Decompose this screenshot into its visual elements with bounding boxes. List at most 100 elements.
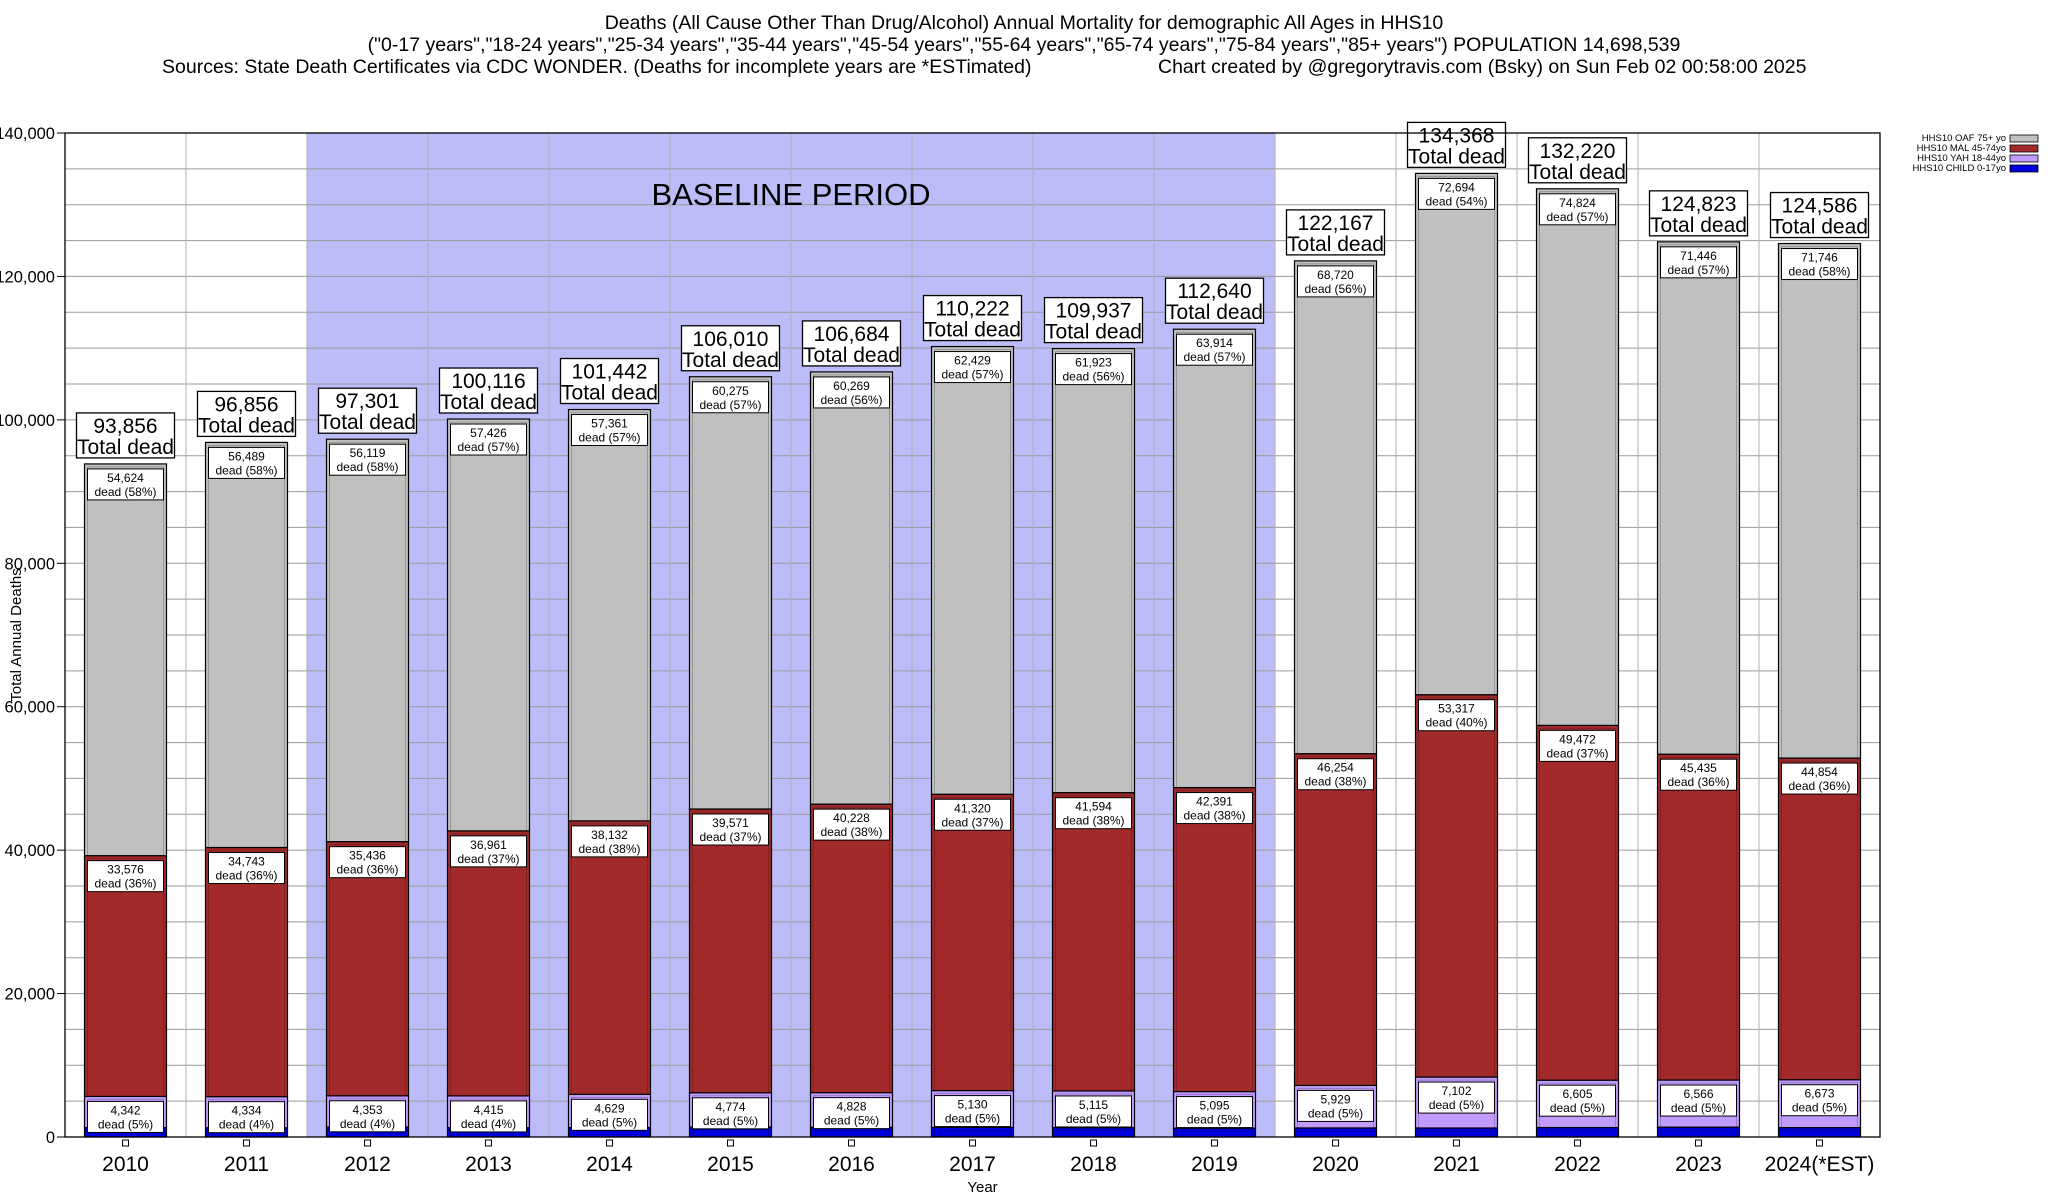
x-tick-mark [1695,1139,1702,1147]
bar-segment [1414,172,1499,696]
segment-label-box [87,468,164,501]
total-suffix-label: Total dead [803,344,900,367]
segment-value-label: 56,119 [350,446,386,460]
legend-swatch [2009,164,2039,173]
bar-segment [930,1126,1015,1138]
bar-segment [1051,792,1136,1092]
segment-label-box [692,813,769,846]
segment-label-box [329,846,406,879]
segment-value-label: 63,914 [1196,336,1233,350]
bar-segment-inner [450,421,527,832]
bar-segment [688,808,773,1094]
x-tick-mark [1332,1139,1339,1147]
segment-value-label: 72,694 [1438,180,1475,194]
x-tick-mark [1211,1139,1218,1147]
total-value-label: 109,937 [1056,300,1132,323]
x-tick-label: 2024(*EST) [1765,1153,1875,1176]
bar-segment-inner [571,412,648,822]
segment-label-box [450,423,527,456]
total-value-label: 106,010 [693,328,769,351]
segment-label-box [1176,1096,1253,1129]
chart-titles: Deaths (All Cause Other Than Drug/Alcoho… [0,12,2048,78]
segment-value-label: 74,824 [1559,196,1596,210]
bar-segment-inner [1539,191,1616,726]
segment-label-box [1055,353,1132,386]
x-tick-mark [485,1139,492,1147]
y-tick-label: 60,000 [5,699,55,717]
segment-label-box [692,1097,769,1130]
segment-value-label: 54,624 [107,471,144,485]
x-tick-mark [1090,1139,1097,1147]
segment-value-label: 39,571 [712,816,749,830]
total-label-box [1043,296,1144,344]
segment-value-label: 71,446 [1680,249,1717,263]
y-axis-label: Total Annual Deaths [8,568,25,701]
bar-segment [83,855,168,1098]
bar-segment-inner [1055,795,1132,1092]
x-tick-mark [848,1139,855,1147]
segment-percent-label: dead (57%) [457,440,519,454]
segment-percent-label: dead (57%) [1667,263,1729,277]
bar-segment [1172,328,1257,789]
total-label-box [1164,277,1265,324]
total-label-box [559,357,660,405]
legend-swatch [2009,134,2039,143]
segment-label-box [813,1097,890,1130]
segment-label-box [208,1101,285,1134]
chart-credit: Chart created by @gregorytravis.com (Bsk… [1158,56,1807,78]
bar-segment-inner [813,806,890,1093]
bar-segment-inner [329,844,406,1097]
bar-segment [1293,753,1378,1087]
segment-label-box [329,443,406,476]
x-tick-mark [1574,1139,1581,1147]
bar-segment [688,376,773,810]
x-tick-label: 2012 [344,1153,391,1176]
segment-value-label: 38,132 [591,828,628,842]
segment-label-box [1539,1084,1616,1117]
bar-segment-inner [1539,728,1616,1081]
total-label-box [801,320,902,367]
legend-label: HHS10 CHILD 0-17yo [1913,163,2006,174]
segment-percent-label: dead (58%) [215,463,277,477]
bar-segment [204,441,289,849]
x-tick-mark [1453,1139,1460,1147]
bar-segment [446,418,531,832]
total-suffix-label: Total dead [1771,216,1868,239]
segment-value-label: 53,317 [1438,702,1475,716]
legend-label: HHS10 OAF 75+ yo [1922,133,2006,144]
segment-value-label: 7,102 [1441,1084,1471,1098]
segment-value-label: 71,746 [1801,251,1838,265]
total-label-box [922,294,1023,342]
bar-segment-inner [934,796,1011,1091]
bar-segment [1656,241,1741,755]
segment-label-box [1297,1089,1374,1122]
segment-label-box [1660,1084,1737,1117]
segment-percent-label: dead (5%) [1187,1113,1242,1127]
bar-segment [1051,347,1136,794]
total-suffix-label: Total dead [561,382,658,405]
segment-percent-label: dead (58%) [1788,265,1850,279]
segment-value-label: 45,435 [1680,761,1717,775]
total-label-box [196,390,297,438]
segment-value-label: 35,436 [349,849,386,863]
segment-value-label: 4,774 [715,1100,745,1114]
x-tick-label: 2014 [586,1153,633,1176]
x-tick-label: 2020 [1312,1153,1359,1176]
y-tick-label: 80,000 [5,555,55,573]
x-tick-label: 2010 [102,1153,149,1176]
segment-label-box [571,1098,648,1131]
bar-segment [204,846,289,1098]
segment-value-label: 33,576 [107,863,144,877]
total-value-label: 124,586 [1782,195,1858,218]
segment-value-label: 4,353 [352,1103,382,1117]
segment-label-box [1539,193,1616,226]
total-value-label: 110,222 [935,298,1009,321]
segment-value-label: 6,605 [1562,1087,1592,1101]
bar-segment-inner [87,858,164,1097]
total-suffix-label: Total dead [1166,301,1263,324]
bar-segment-inner [329,441,406,842]
y-tick-label: 20,000 [5,986,55,1004]
total-label-box [317,387,418,434]
bar-segment [1535,1126,1620,1138]
x-tick-label: 2011 [224,1153,269,1176]
